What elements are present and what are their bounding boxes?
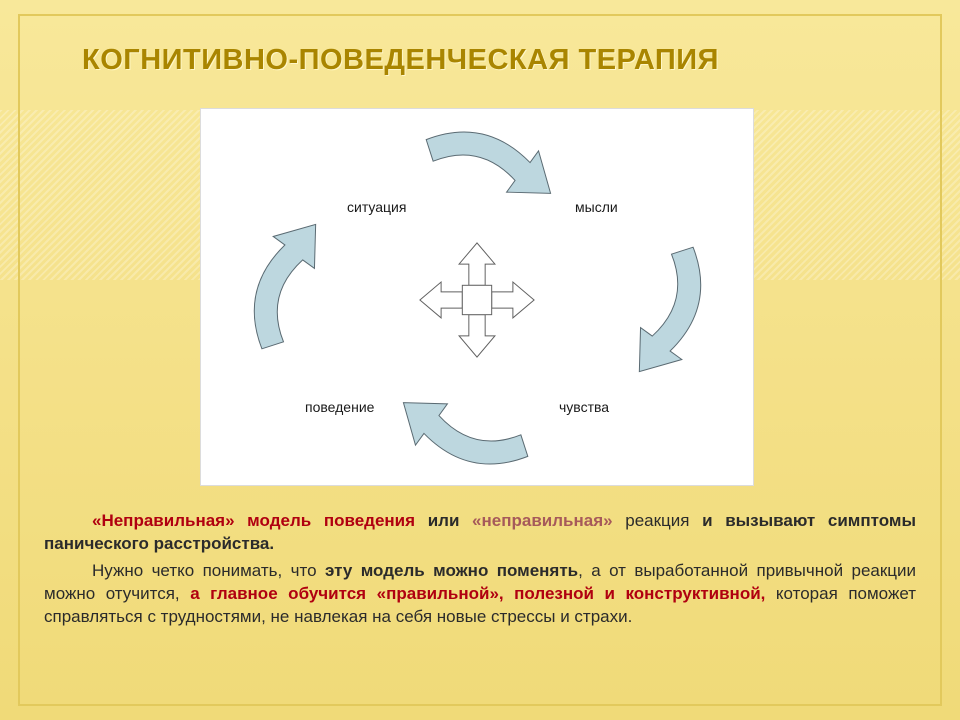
cycle-arrow-top bbox=[419, 113, 563, 206]
p1-wrong-model: «Неправильная» модель поведения bbox=[92, 511, 415, 530]
cycle-diagram-svg bbox=[201, 109, 753, 485]
cycle-arrow-bottom bbox=[391, 390, 535, 483]
slide-title: КОГНИТИВНО-ПОВЕДЕНЧЕСКАЯ ТЕРАПИЯ bbox=[82, 44, 719, 77]
cycle-label-thoughts: мысли bbox=[575, 199, 618, 215]
cycle-arrow-left bbox=[236, 212, 329, 356]
center-cross-arrows-icon bbox=[420, 243, 534, 357]
paragraph-2: Нужно четко понимать, что эту модель мож… bbox=[44, 560, 916, 629]
p2-model-change: эту модель можно поменять bbox=[325, 561, 578, 580]
p1-or: или bbox=[415, 511, 472, 530]
cycle-diagram: ситуация мысли чувства поведение bbox=[200, 108, 754, 486]
p2-main-learn: а главное обучится «правильной», полезно… bbox=[190, 584, 765, 603]
cycle-label-feelings: чувства bbox=[559, 399, 609, 415]
cycle-label-situation: ситуация bbox=[347, 199, 406, 215]
cycle-label-behavior: поведение bbox=[305, 399, 374, 415]
paragraph-1: «Неправильная» модель поведения или «неп… bbox=[44, 510, 916, 556]
p2-intro: Нужно четко понимать, что bbox=[92, 561, 325, 580]
cycle-arrow-right bbox=[626, 240, 719, 384]
body-text: «Неправильная» модель поведения или «неп… bbox=[44, 510, 916, 633]
p1-wrong-2: «неправильная» bbox=[472, 511, 613, 530]
p1-reaction: реакция bbox=[613, 511, 703, 530]
